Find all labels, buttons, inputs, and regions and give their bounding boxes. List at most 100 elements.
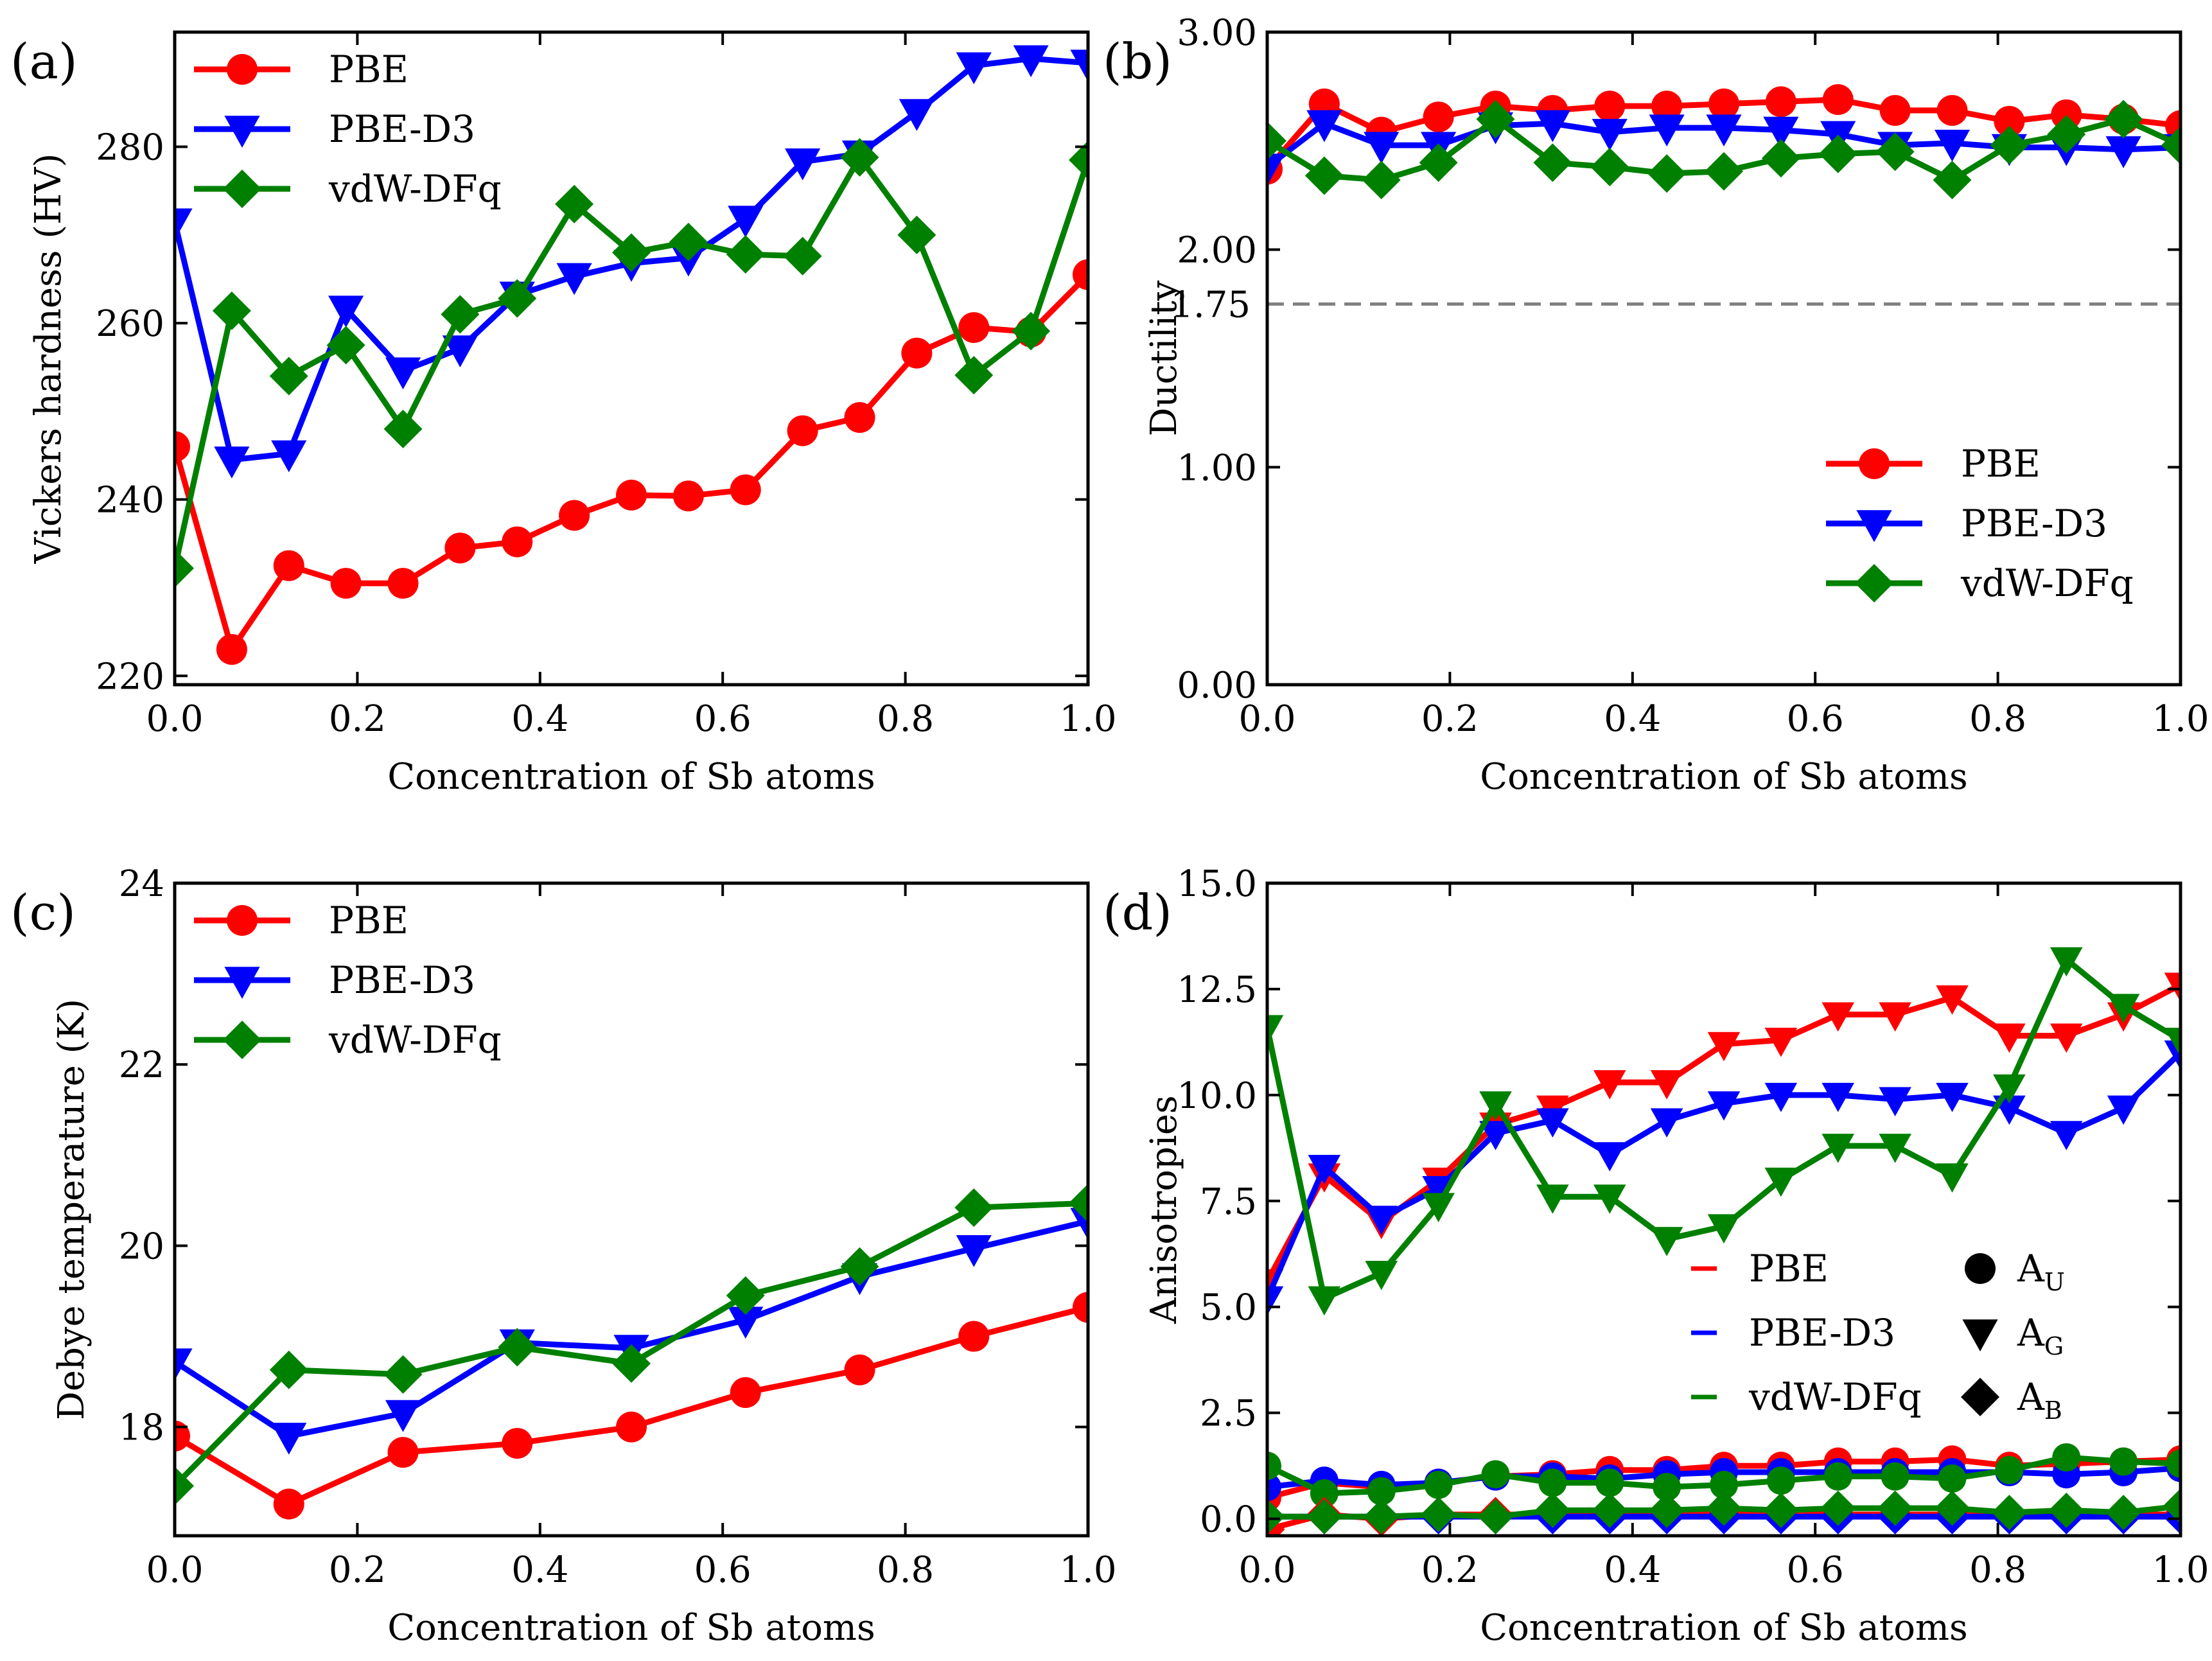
data-point [1823, 1462, 1852, 1491]
data-point [1708, 88, 1739, 119]
y-axis-label: Debye temperature (K) [51, 999, 92, 1420]
y-tick-label: 12.5 [1177, 969, 1257, 1011]
y-tick-label: 0.0 [1200, 1499, 1257, 1541]
data-point [175, 208, 193, 241]
data-point [1818, 134, 1857, 173]
legend-label: vdW-DFq [328, 1018, 502, 1062]
y-axis-label: Anisotropies [1143, 1095, 1185, 1324]
data-point [556, 263, 592, 295]
legend-label: vdW-DFq [1960, 561, 2134, 605]
legend: PBE PBE-D3 vdW-DFq [194, 899, 502, 1062]
data-point [216, 634, 247, 665]
legend-label: PBE [329, 48, 408, 91]
data-point [730, 1377, 761, 1409]
data-point [175, 1348, 193, 1381]
panel-label: (a) [10, 33, 78, 90]
legend-marker [223, 1021, 261, 1059]
legend-marker [1855, 564, 1893, 602]
x-tick-label: 0.8 [1969, 698, 2026, 740]
x-tick-label: 0.4 [1604, 1549, 1661, 1591]
data-point [1650, 1108, 1683, 1138]
data-point [2161, 126, 2181, 165]
data-point [728, 206, 764, 238]
data-point [1706, 114, 1742, 146]
legend-label: vdW-DFq [328, 167, 502, 211]
y-axis-label: Vickers hardness (HV) [28, 154, 69, 565]
data-point [844, 1354, 875, 1385]
data-point [1592, 1492, 1628, 1528]
data-point [1993, 1023, 2026, 1053]
legend-label: PBE-D3 [329, 958, 475, 1002]
data-point [269, 356, 308, 396]
data-point [785, 148, 821, 180]
x-tick-label: 0.0 [1238, 698, 1295, 740]
y-tick-label: 5.0 [1200, 1287, 1257, 1329]
data-point [1069, 141, 1088, 180]
legend-marker [223, 170, 261, 208]
legend-marker [224, 116, 260, 148]
panel-a: 0.0 0.2 0.4 0.6 0.8 1.0 220 240 260 280 Concentrat… [10, 30, 1117, 798]
data-point [1653, 1473, 1681, 1502]
legend-marker [1856, 510, 1892, 542]
legend-marker [1859, 448, 1890, 479]
data-point [1938, 1464, 1967, 1493]
data-point [1993, 1074, 2026, 1104]
legend-marker [224, 967, 260, 999]
legend-label: PBE [1961, 442, 2041, 486]
x-tick-label: 0.0 [146, 698, 203, 740]
data-point [1936, 985, 1969, 1015]
data-point [387, 1437, 419, 1468]
legend-marker [1965, 1253, 1996, 1284]
y-tick-label: 24 [119, 863, 164, 905]
x-axis-label: Concentration of Sb atoms [387, 1607, 875, 1649]
data-point [175, 1466, 194, 1506]
data-point [1476, 100, 1515, 139]
data-point [1761, 139, 1800, 178]
data-point [1934, 130, 1971, 162]
data-point [2050, 1023, 2083, 1053]
legend-label: PBE [329, 899, 408, 942]
legend-marker-label: AG [2017, 1311, 2064, 1360]
data-point [1990, 126, 2029, 165]
data-point [1073, 1292, 1088, 1323]
data-point [612, 233, 651, 272]
data-point [1421, 1497, 1457, 1533]
data-point [1536, 1108, 1569, 1138]
data-point [1995, 1455, 2024, 1484]
axes-frame [1265, 881, 2182, 1538]
data-point [669, 222, 708, 261]
x-tick-label: 1.0 [1059, 1549, 1116, 1591]
x-tick-label: 0.6 [694, 1549, 751, 1591]
legend: PBE PBE-D3 vdW-DFq [194, 48, 502, 211]
data-point [787, 415, 818, 446]
data-point [1267, 154, 1285, 186]
data-point [726, 234, 765, 274]
data-point [1533, 143, 1572, 182]
data-point [1478, 1498, 1513, 1534]
legend-marker-label: AB [2017, 1375, 2062, 1425]
y-tick-label: 260 [96, 303, 164, 345]
y-tick-label: 220 [96, 656, 164, 698]
data-point [559, 500, 590, 531]
panel-label: (d) [1103, 884, 1172, 941]
data-point [387, 568, 419, 599]
data-point [1595, 1468, 1624, 1497]
data-point [1935, 1490, 1970, 1526]
data-point [1991, 1495, 2027, 1531]
data-point [1994, 105, 2025, 137]
data-point [956, 52, 992, 85]
legend-label: PBE-D3 [1961, 502, 2107, 545]
data-point [271, 1423, 307, 1455]
legend-label: vdW-DFq [1748, 1375, 1922, 1419]
x-tick-label: 0.4 [511, 698, 568, 740]
data-point [840, 137, 879, 177]
data-point [2164, 1028, 2181, 1057]
data-point [273, 1488, 304, 1520]
series-line-pbe-d3 [175, 1218, 1088, 1439]
data-point [330, 568, 362, 599]
data-point [1650, 1227, 1683, 1256]
data-point [1710, 1470, 1738, 1499]
x-tick-label: 0.8 [1969, 1549, 2026, 1591]
data-point [1820, 1490, 1856, 1526]
x-tick-label: 1.0 [1059, 698, 1116, 740]
